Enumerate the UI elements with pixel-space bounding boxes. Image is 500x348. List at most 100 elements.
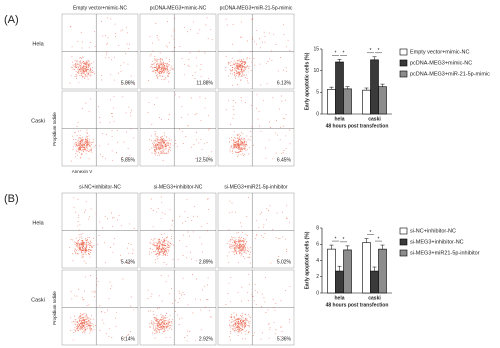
event-dot [285,99,287,101]
event-dot [238,236,240,238]
event-dot [199,29,201,31]
event-dot [113,79,115,81]
event-dot [91,328,93,330]
event-dot [236,321,238,322]
event-dot [286,218,288,219]
event-dot [127,63,129,65]
event-dot [155,254,157,256]
event-dot [175,299,177,301]
event-dot [106,218,108,220]
event-dot [77,326,79,328]
event-dot [228,251,230,253]
event-dot [158,147,160,149]
event-dot [245,144,246,146]
event-dot [168,328,170,330]
event-dot [88,320,90,322]
event-dot [245,323,247,325]
event-dot [244,67,246,68]
event-dot [158,319,160,321]
event-dot [82,324,83,326]
event-dot [284,290,286,291]
event-dot [243,321,244,323]
event-dot [244,143,246,145]
event-dot [235,248,237,250]
event-dot [155,249,157,251]
event-dot [248,256,250,258]
event-dot [244,323,246,325]
event-dot [80,32,82,33]
event-dot [116,129,118,131]
event-dot [153,328,155,330]
event-dot [156,250,158,252]
event-dot [163,68,165,70]
event-dot [248,284,250,286]
event-dot [85,63,87,65]
event-dot [243,144,245,146]
event-dot [86,135,88,137]
event-dot [82,240,84,242]
event-dot [237,64,239,66]
event-dot [159,321,161,323]
event-dot [239,253,241,254]
event-dot [78,130,80,132]
event-dot [168,139,170,141]
event-dot [86,129,88,131]
event-dot [245,320,247,322]
event-dot [252,296,254,297]
event-dot [232,62,234,64]
event-dot [159,251,160,253]
event-dot [163,323,165,324]
event-dot [83,71,85,73]
event-dot [207,299,209,300]
event-dot [154,322,156,324]
event-dot [240,332,242,334]
event-dot [245,313,247,315]
x-tick-label: caski [368,295,381,301]
event-dot [132,249,134,251]
event-dot [155,66,157,68]
bar [370,270,379,294]
event-dot [161,202,163,204]
event-dot [246,215,248,217]
event-dot [90,324,92,326]
event-dot [149,248,151,250]
event-dot [74,315,76,317]
event-dot [168,114,170,115]
event-dot [82,137,84,139]
event-dot [73,249,75,251]
event-dot [80,61,82,63]
event-dot [236,246,238,248]
event-dot [238,142,240,144]
event-dot [253,58,255,60]
event-dot [71,321,73,323]
event-dot [88,325,90,327]
event-dot [89,326,91,328]
event-dot [161,251,163,253]
event-dot [93,318,95,320]
event-dot [111,116,113,118]
event-dot [191,146,192,148]
event-dot [281,331,283,332]
event-dot [170,321,172,323]
event-dot [283,150,285,152]
event-dot [228,75,230,77]
event-dot [281,100,283,102]
event-dot [153,58,155,60]
event-dot [80,246,82,248]
event-dot [236,329,238,331]
event-dot [239,148,240,150]
event-dot [270,262,272,264]
event-dot [170,243,172,245]
event-dot [247,256,249,258]
event-dot [82,72,84,74]
event-dot [161,69,163,71]
event-dot [90,67,92,69]
event-dot [159,332,161,334]
event-dot [157,154,159,156]
event-dot [148,80,150,81]
event-dot [155,332,157,334]
event-dot [167,275,169,277]
bar [335,61,344,115]
event-dot [153,251,154,253]
event-dot [155,23,157,24]
